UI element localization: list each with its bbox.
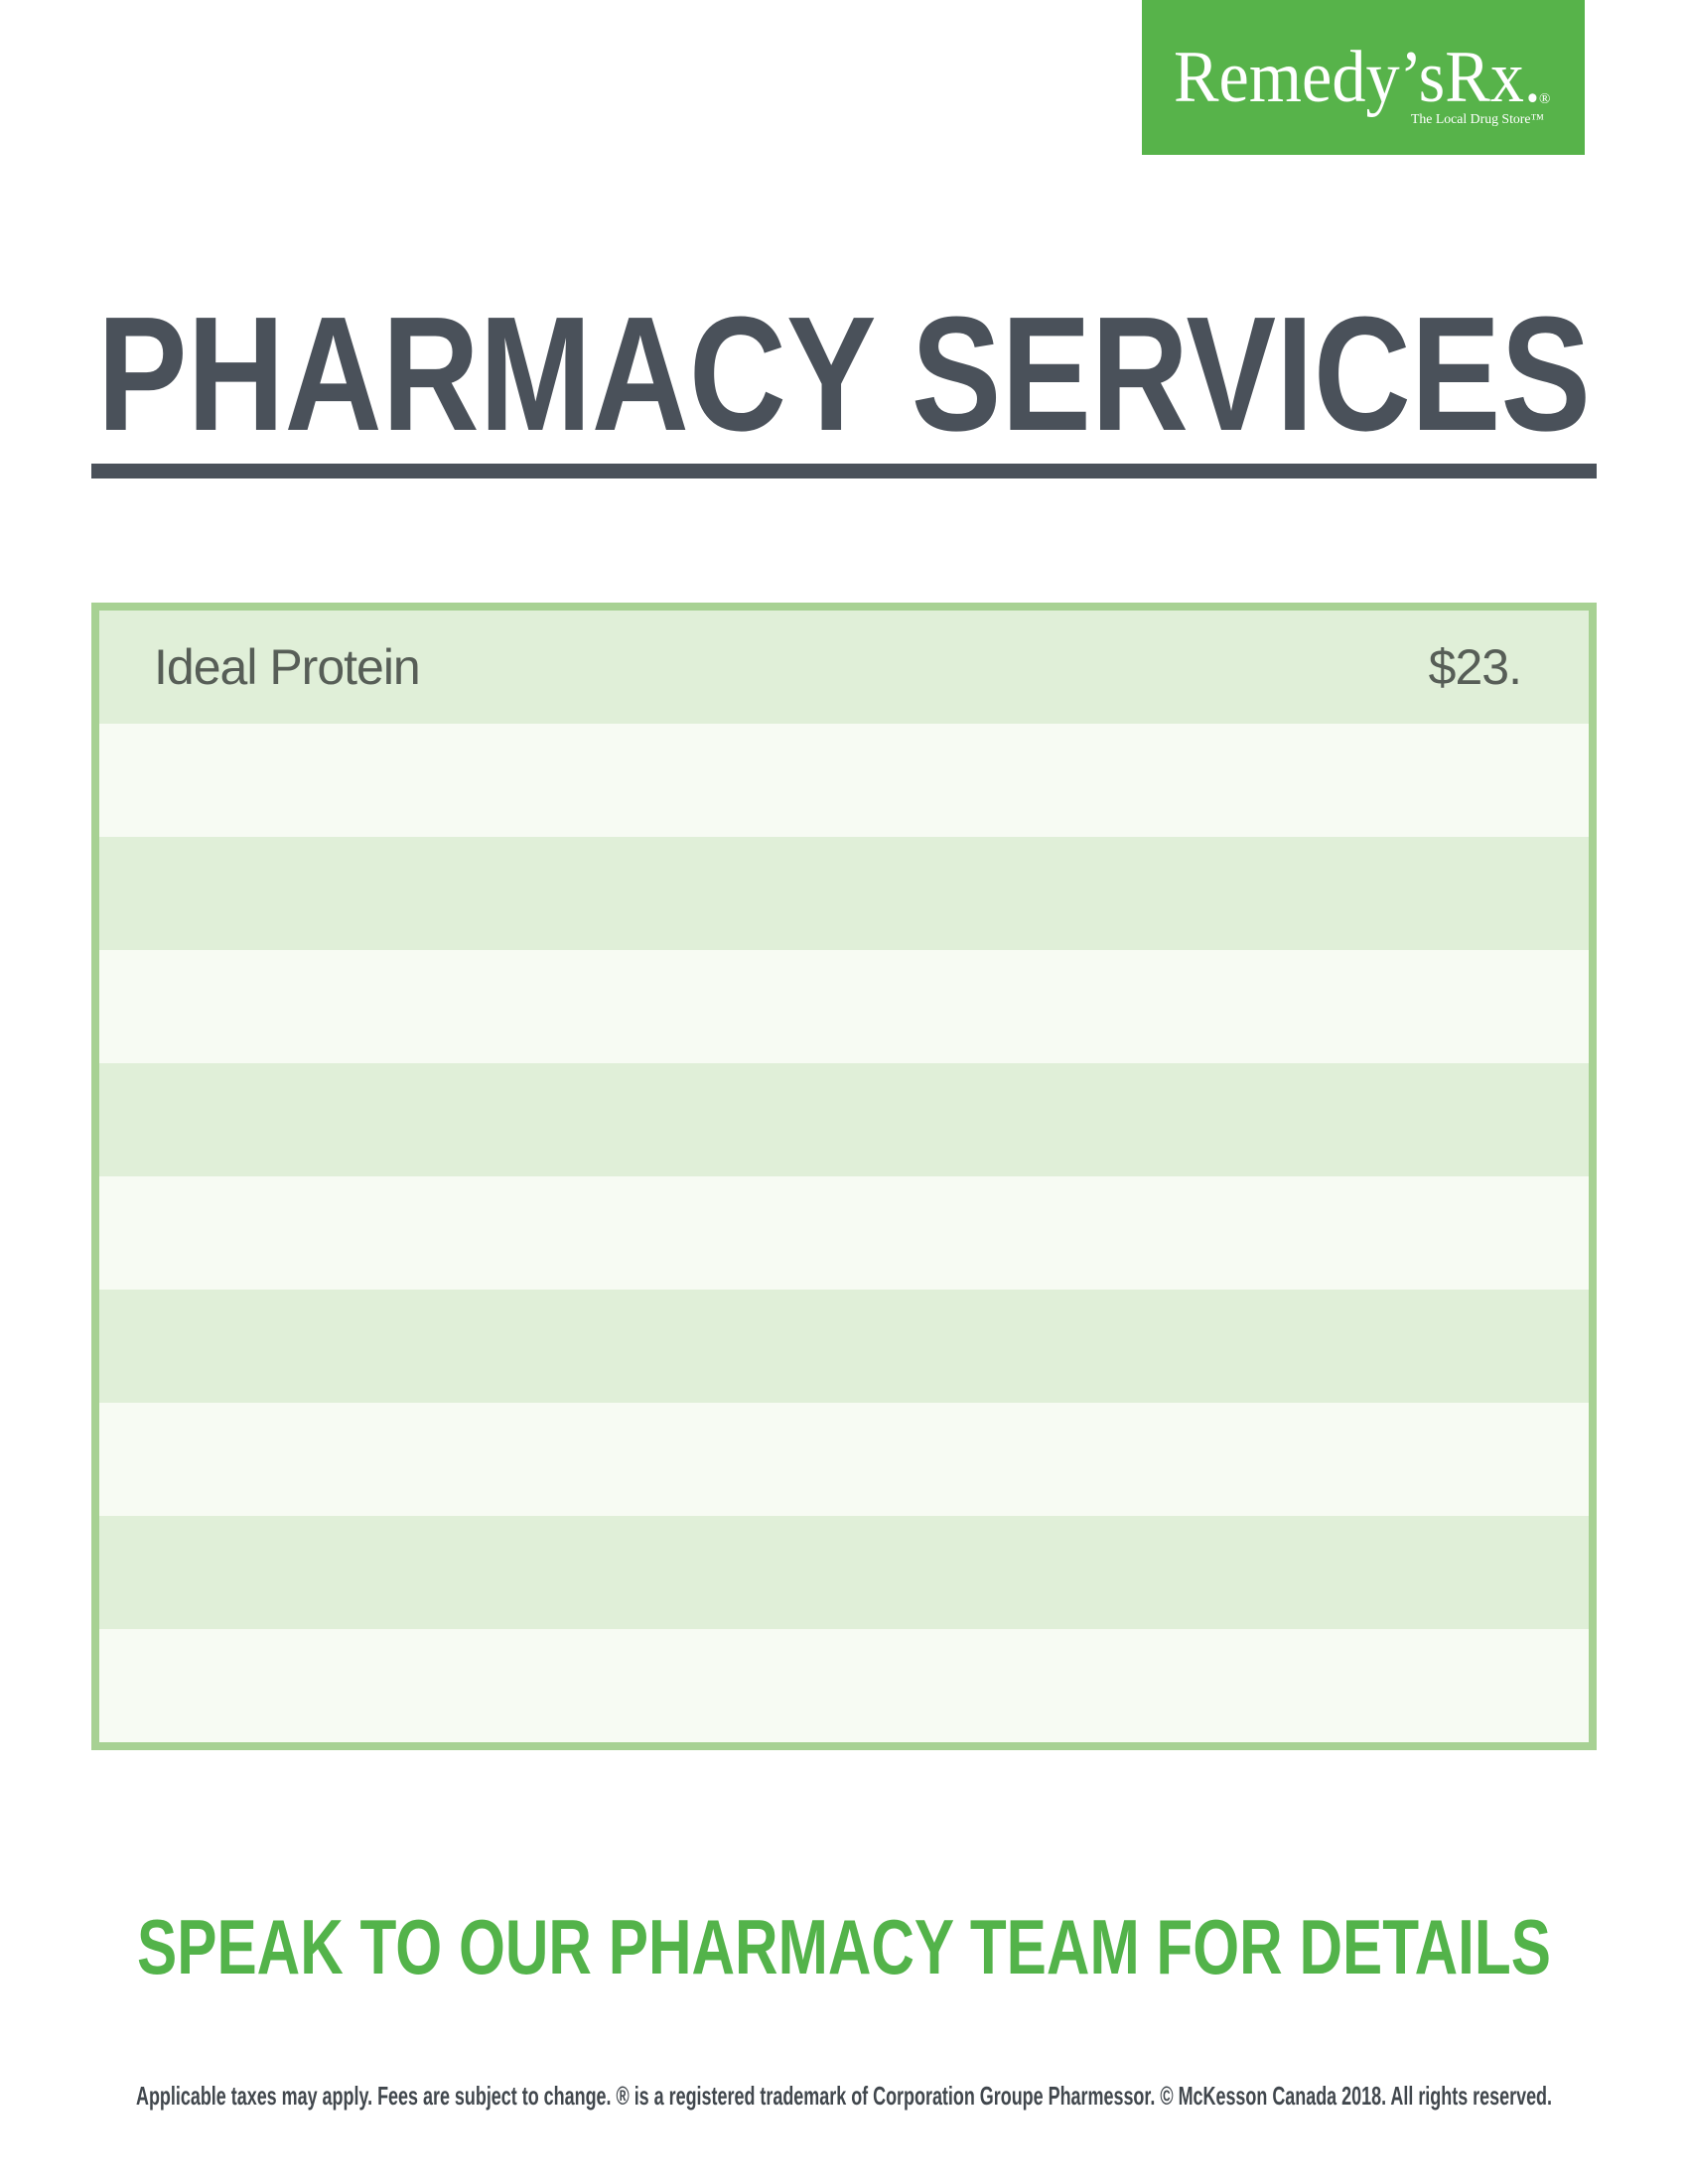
brand-logo-art: Remedy’sRx. ® The Local Drug Store™ — [1174, 37, 1550, 127]
title-underline — [91, 464, 1597, 478]
brand-wordmark: Remedy’sRx. — [1174, 37, 1541, 118]
table-row — [99, 1403, 1589, 1516]
table-row — [99, 1176, 1589, 1290]
cta-heading-art: SPEAK TO OUR PHARMACY TEAM FOR DETAILS — [137, 1906, 1551, 1990]
cta-heading: SPEAK TO OUR PHARMACY TEAM FOR DETAILS — [137, 1906, 1551, 1990]
table-row — [99, 1516, 1589, 1629]
service-price-cell: $23. — [1428, 639, 1522, 695]
brand-logo: Remedy’sRx. ® The Local Drug Store™ — [1142, 0, 1585, 155]
table-row — [99, 837, 1589, 950]
registered-mark-icon: ® — [1539, 91, 1550, 107]
services-table: Ideal Protein $23. — [91, 603, 1597, 1750]
legal-disclaimer: Applicable taxes may apply. Fees are sub… — [136, 2081, 1552, 2111]
table-row — [99, 1063, 1589, 1176]
table-row: Ideal Protein $23. — [99, 611, 1589, 724]
service-name-cell: Ideal Protein — [154, 639, 421, 695]
table-row — [99, 724, 1589, 837]
table-row — [99, 1629, 1589, 1742]
page-title: PHARMACY SERVICES — [97, 298, 1591, 447]
legal-disclaimer-art: Applicable taxes may apply. Fees are sub… — [136, 2081, 1552, 2111]
brand-tagline: The Local Drug Store™ — [1411, 112, 1544, 127]
table-row — [99, 950, 1589, 1063]
table-row — [99, 1290, 1589, 1403]
page-title-art: PHARMACY SERVICES — [97, 298, 1591, 447]
